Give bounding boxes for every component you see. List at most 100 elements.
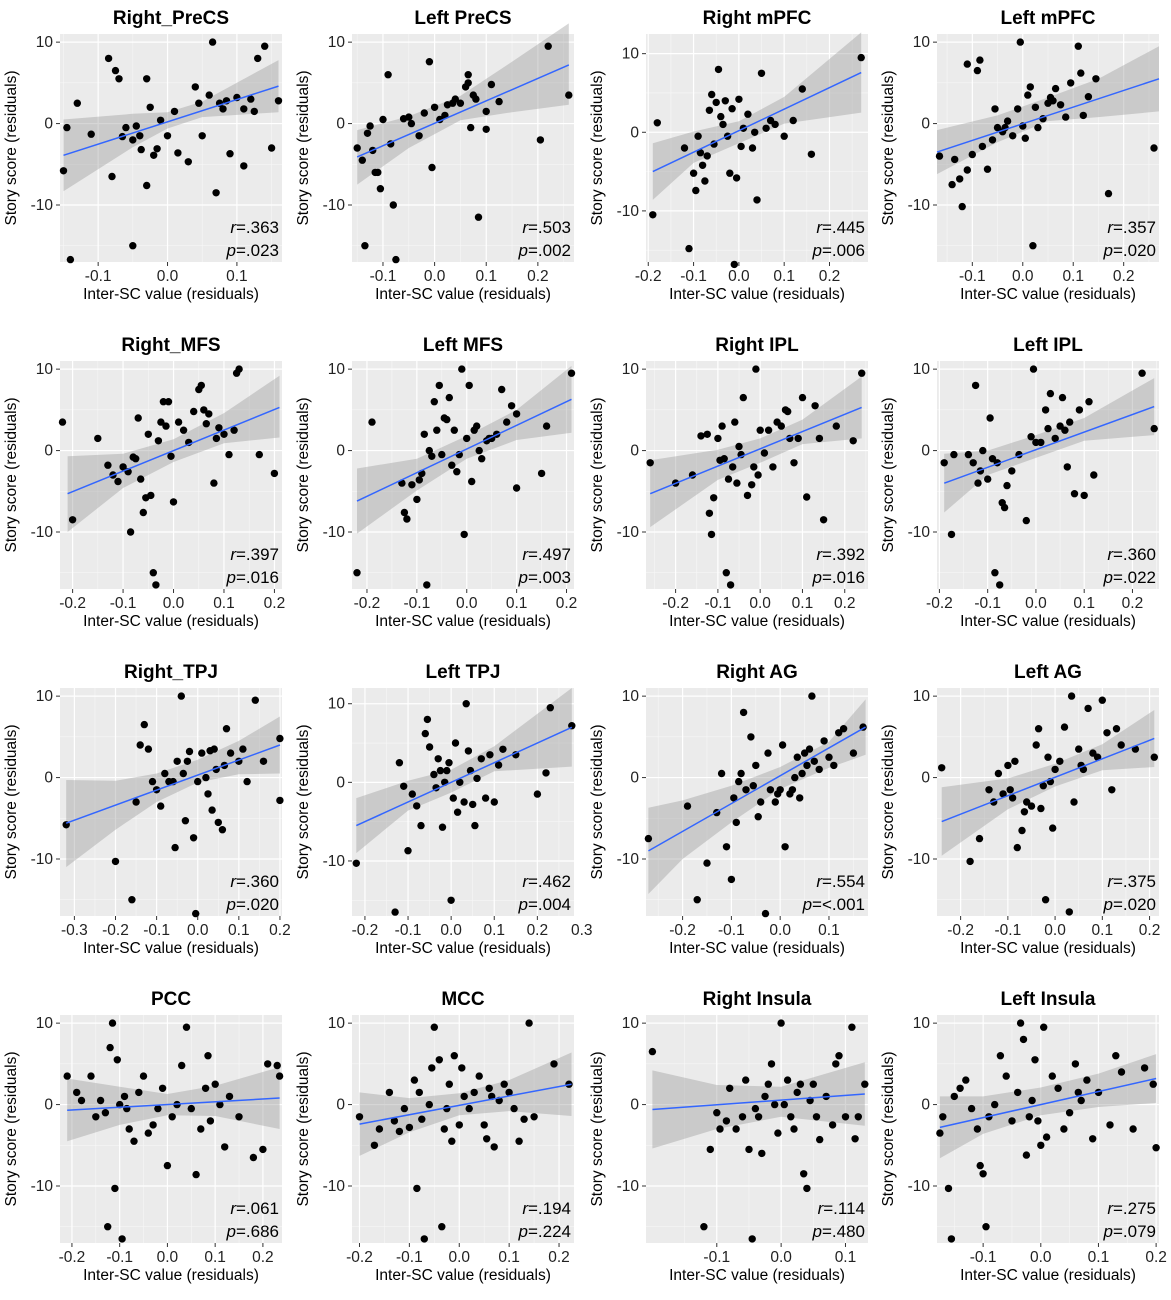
data-point [717,112,725,121]
data-point [474,213,483,221]
p-value: =.002 [528,241,571,260]
data-point [748,144,757,152]
data-point [468,477,476,486]
y-tick-label: -10 [617,851,640,868]
data-point [400,1104,409,1113]
data-point [122,123,130,132]
panel-title: Right AG [716,662,798,683]
data-point [731,418,739,426]
data-point [530,1113,538,1121]
data-point [832,422,840,430]
data-point [68,516,77,524]
data-point [1054,1084,1062,1093]
x-tick-label: 0.1 [204,1249,226,1266]
y-axis-title: Story score (residuals) [3,724,20,879]
data-point [979,446,987,455]
data-point [692,186,700,195]
data-point [471,821,479,830]
confidence-band [356,688,572,854]
r-value-annotation: r=.061 [230,1199,279,1218]
x-tick-label: 0.2 [252,1249,274,1266]
p-value: =.016 [236,568,279,587]
data-point [783,1076,792,1084]
p-value-annotation: p=.480 [812,1222,865,1241]
x-axis-title: Inter-SC value (residuals) [83,286,259,303]
data-point [211,1080,219,1088]
y-tick-label: -10 [617,1178,640,1195]
p-symbol: p [226,895,236,914]
x-tick-label: -0.1 [970,1249,997,1266]
p-value: =.004 [528,895,571,914]
data-point [464,747,473,755]
data-point [718,422,726,430]
x-tick-label: 0.0 [187,922,209,939]
data-point [191,83,199,91]
regression-line [941,737,1155,823]
data-point [220,430,228,438]
data-point [1042,1133,1051,1141]
p-value: =.480 [822,1222,865,1241]
data-point [453,468,461,476]
x-tick-label: 0.2 [1139,922,1161,939]
data-point [1104,189,1113,198]
data-point [1028,1096,1036,1105]
data-point [230,426,238,434]
data-point [515,1137,523,1145]
p-value-annotation: p=.686 [226,1222,279,1241]
p-value-annotation: p=.004 [518,895,571,914]
data-point [477,755,485,763]
data-point [1071,1060,1080,1068]
data-point [197,1125,205,1133]
panel-2: Left PreCS -0.1 0.0 0.1 0.2 -10 0 10 Inter-SC va… [295,8,574,303]
y-tick-label: 10 [622,1015,640,1032]
regression-line [648,726,866,852]
r-value-annotation: r=.503 [522,218,571,237]
data-point [417,821,425,830]
r-value-annotation: r=.275 [1107,1199,1156,1218]
x-tick-label: 0.1 [226,268,248,285]
p-value-annotation: p=.006 [812,241,865,260]
data-point [275,1072,284,1080]
y-axis-title: Story score (residuals) [295,724,312,879]
data-point [181,817,190,825]
data-point [189,834,198,842]
data-point [197,381,205,390]
data-point [565,91,573,99]
data-point [136,741,144,749]
data-point [1041,406,1050,414]
p-value: =.022 [1113,568,1156,587]
data-point [956,175,964,183]
r-value-annotation: r=.360 [230,872,279,891]
data-point [221,1143,229,1151]
data-point [267,144,276,152]
data-point [739,393,747,402]
data-point [430,103,439,112]
data-point [143,181,151,190]
panel-title: Left PreCS [414,8,511,29]
p-symbol: p [1103,1222,1113,1241]
data-point [649,211,657,219]
data-point [815,434,824,443]
data-point [451,739,460,747]
data-point [947,1235,956,1243]
data-point [1034,123,1042,132]
data-point [769,463,777,471]
data-point [1009,132,1017,140]
data-point [993,123,1002,132]
data-point [944,1184,953,1193]
data-point [721,97,729,105]
data-point [405,1123,414,1132]
x-tick-label: -0.1 [974,595,1001,612]
data-point [1108,786,1116,794]
y-tick-label: 10 [328,361,346,378]
data-point [63,123,71,132]
data-point [745,1145,753,1154]
data-point [771,798,779,806]
data-point [421,729,429,738]
data-point [1084,93,1093,101]
data-point [389,201,397,209]
y-axis-title: Story score (residuals) [880,70,897,225]
data-point [460,530,468,539]
x-tick-label: 0.0 [1030,1249,1052,1266]
data-point [854,1113,862,1121]
